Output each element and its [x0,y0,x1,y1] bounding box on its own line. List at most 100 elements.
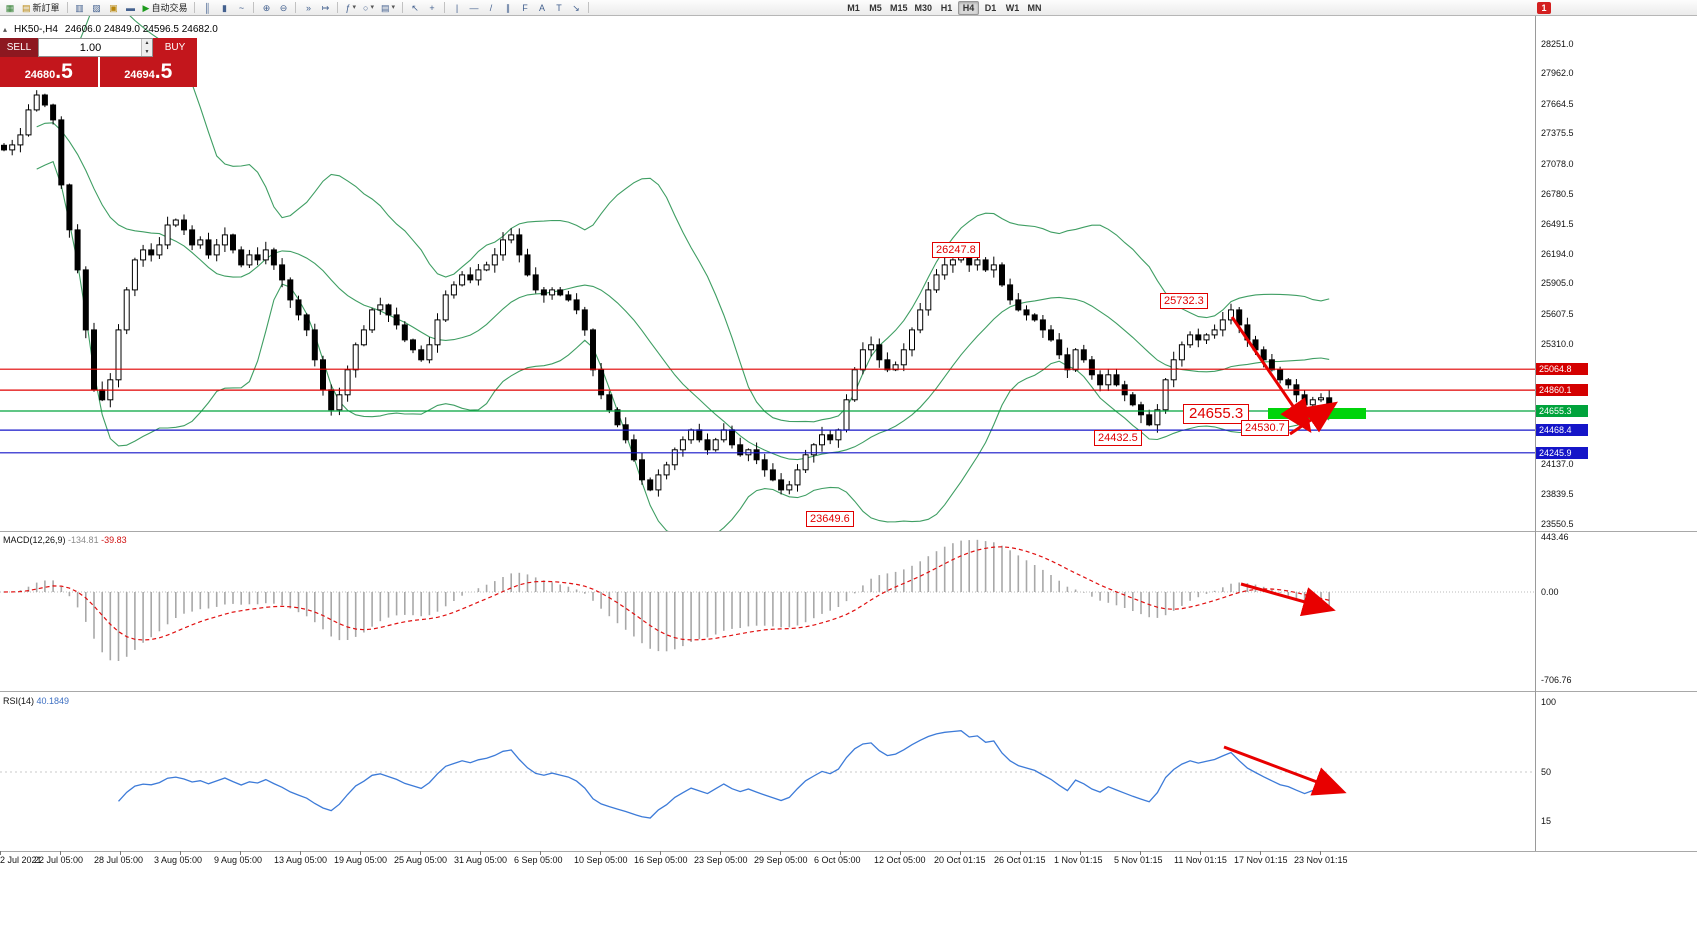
templates-dropdown[interactable]: ▤ ▾ [380,2,395,13]
price-annotation[interactable]: 24432.5 [1094,430,1142,446]
sell-price-small: 24680 [24,69,56,81]
volume-up-button[interactable]: ▲ [142,39,152,48]
auto-scroll-icon[interactable]: » [305,2,311,13]
timeframe-button-mn[interactable]: MN [1027,2,1042,13]
panel-separator[interactable] [0,691,1697,692]
timeframe-button-h4[interactable]: H4 [958,0,980,15]
chart-ohlc-header: ▴ HK50-,H4 24606.0 24849.0 24596.5 24682… [3,24,218,35]
price-axis-label: 28251.0 [1541,38,1574,49]
sell-button[interactable]: SELL [0,38,38,57]
buy-price[interactable]: 24694.5 [99,57,197,87]
time-tick [1080,851,1081,855]
time-axis-label: 5 Nov 01:15 [1114,855,1163,865]
timeframe-button-d1[interactable]: D1 [984,2,997,13]
time-axis-label: 20 Oct 01:15 [934,855,986,865]
cursor-icon[interactable]: ↖ [411,2,419,13]
price-axis-label: 25310.0 [1541,339,1574,350]
new-order-button[interactable]: ▤ 新訂單 [22,2,60,14]
timeframe-button-m30[interactable]: M30 [914,2,933,13]
crosshair-icon[interactable]: + [429,2,435,13]
bar-chart-icon[interactable]: ║ [204,2,211,13]
price-annotation[interactable]: 23649.6 [806,511,854,527]
toolbar-separator [401,2,403,13]
time-tick [840,851,841,855]
time-tick [240,851,241,855]
price-tag: 24655.3 [1536,405,1588,418]
market-watch-icon[interactable]: ▥ [75,2,84,13]
sell-price[interactable]: 24680.5 [0,57,98,87]
chart-shift-icon[interactable]: ↦ [321,2,330,13]
symbol-period-label: HK50-,H4 [14,24,58,35]
one-click-toggle-icon[interactable]: ▴ [3,25,8,34]
time-tick [780,851,781,855]
timeframe-button-w1[interactable]: W1 [1005,2,1020,13]
timeframe-button-h1[interactable]: H1 [940,2,953,13]
text-icon[interactable]: A [538,2,545,13]
toolbar-separator [66,2,68,13]
price-axis-divider [1535,16,1536,851]
timeframe-button-m15[interactable]: M15 [889,2,908,13]
timeframe-button-m1[interactable]: M1 [847,2,860,13]
price-axis-label: 27078.0 [1541,158,1574,169]
time-tick [600,851,601,855]
time-tick [60,851,61,855]
time-tick [360,851,361,855]
panel-separator[interactable] [0,531,1697,532]
line-chart-icon[interactable]: ~ [238,2,245,13]
price-axis-label: 24137.0 [1541,458,1574,469]
vertical-line-icon[interactable]: | [455,2,459,13]
macd-panel-canvas[interactable] [0,533,1535,690]
price-tag: 25064.8 [1536,363,1588,376]
volume-down-button[interactable]: ▼ [142,47,152,56]
zoom-out-icon[interactable]: ⊖ [279,2,288,13]
time-axis-label: 11 Nov 01:15 [1174,855,1227,865]
price-annotation[interactable]: 24530.7 [1241,420,1289,436]
candlestick-chart-icon[interactable]: ▮ [221,2,227,13]
time-tick [120,851,121,855]
time-axis-label: 12 Oct 05:00 [874,855,926,865]
channel-icon[interactable]: ∥ [505,2,511,13]
time-tick [1200,851,1201,855]
time-tick [420,851,421,855]
price-tag: 24245.9 [1536,446,1588,459]
periods-dropdown[interactable]: ○ ▾ [363,2,374,13]
time-axis-label: 23 Nov 01:15 [1294,855,1348,865]
time-tick [180,851,181,855]
time-axis-label: 3 Aug 05:00 [154,855,203,865]
auto-trading-button[interactable]: ▶ 自动交易 [142,2,188,14]
sell-price-big: .5 [55,60,73,83]
main-chart-canvas[interactable] [0,16,1535,531]
data-window-icon[interactable]: ▨ [92,2,101,13]
terminal-icon[interactable]: ▬ [126,2,136,13]
indicators-dropdown[interactable]: ƒ ▾ [345,2,356,13]
price-annotation[interactable]: 26247.8 [932,242,980,258]
new-chart-icon[interactable]: ▦ [5,2,15,13]
buy-price-big: .5 [154,60,173,83]
time-axis-label: 9 Aug 05:00 [214,855,263,865]
time-tick [1140,851,1141,855]
time-tick [540,851,541,855]
volume-field: ▲ ▼ [38,38,153,57]
timeframe-button-m5[interactable]: M5 [869,2,882,13]
zoom-in-icon[interactable]: ⊕ [262,2,271,13]
volume-input[interactable] [39,41,152,54]
rsi-panel-canvas[interactable] [0,693,1535,851]
one-click-trading-panel: SELL ▲ ▼ BUY 24680.5 24694.5 [0,38,197,87]
price-annotation[interactable]: 24655.3 [1183,404,1250,424]
text-label-icon[interactable]: T [556,2,562,13]
horizontal-line-icon[interactable]: — [469,2,479,13]
time-axis-label: 28 Jul 05:00 [94,855,144,865]
price-annotation[interactable]: 25732.3 [1160,293,1208,309]
time-tick [660,851,661,855]
time-axis-label: 2 Jul 2021 [0,855,42,865]
buy-button[interactable]: BUY [153,38,197,57]
trendline-icon[interactable]: / [489,2,493,13]
arrows-tool-icon[interactable]: ↘ [572,2,580,13]
price-axis-label: 26491.5 [1541,218,1574,229]
alerts-icon[interactable]: 1 [1537,1,1551,14]
time-axis-label: 16 Sep 05:00 [634,855,688,865]
fibonacci-icon[interactable]: F [522,2,528,13]
navigator-icon[interactable]: ▣ [109,2,118,13]
toolbar-separator [253,2,255,13]
time-axis-label: 23 Sep 05:00 [694,855,748,865]
